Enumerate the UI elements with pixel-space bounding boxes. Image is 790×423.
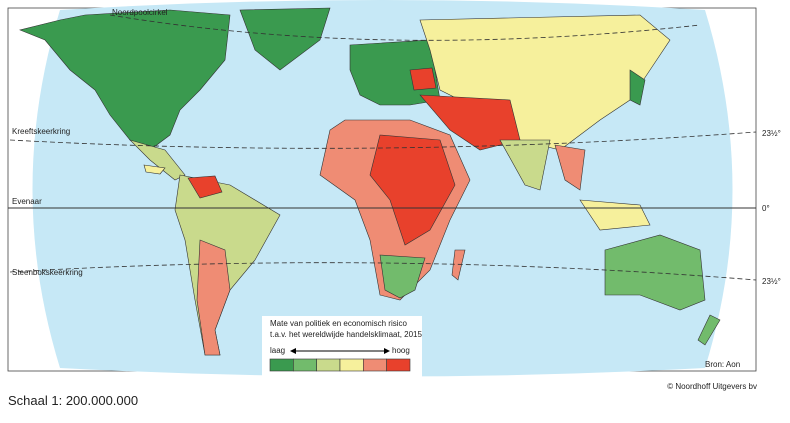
legend-low: laag: [270, 346, 285, 355]
tropic-capricorn-degree: 23½°: [762, 277, 781, 286]
legend: Mate van politiek en economisch risico t…: [262, 316, 422, 378]
legend-swatch: [386, 358, 411, 372]
legend-high: hoog: [392, 346, 410, 355]
source: Bron: Aon: [705, 360, 740, 369]
legend-swatch: [293, 358, 317, 372]
equator-degree: 0°: [762, 204, 770, 213]
copyright: © Noordhoff Uitgevers bv: [667, 382, 757, 391]
legend-arrowhead: [290, 348, 296, 354]
land-masses: [19, 7, 721, 356]
tropic-capricorn-label: Steenbokskeerkring: [12, 268, 83, 277]
tropic-cancer-degree: 23½°: [762, 129, 781, 138]
legend-swatch: [363, 358, 387, 372]
legend-swatch: [269, 358, 294, 372]
legend-title: t.a.v. het wereldwijde handelsklimaat, 2…: [270, 330, 422, 339]
equator-label: Evenaar: [12, 197, 42, 206]
legend-arrowhead: [384, 348, 390, 354]
legend-swatch: [339, 358, 364, 372]
scale: Schaal 1: 200.000.000: [8, 393, 138, 408]
latitude-lines: [9, 14, 757, 281]
legend-swatch: [316, 358, 341, 372]
arctic-circle-label: Noordpoolcirkel: [112, 8, 168, 17]
tropic-cancer-label: Kreeftskeerkring: [12, 127, 70, 136]
legend-title: Mate van politiek en economisch risico: [270, 319, 408, 328]
